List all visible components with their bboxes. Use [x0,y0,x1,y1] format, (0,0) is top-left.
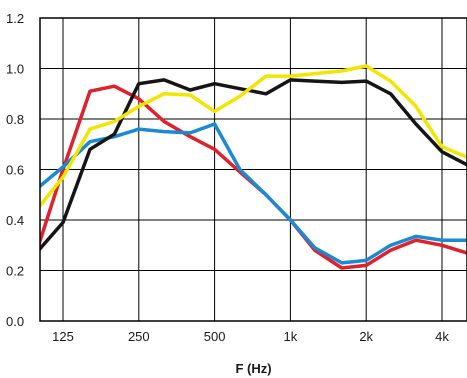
y-tick-label: 0.4 [6,213,24,228]
series-line-4 [40,64,467,209]
y-tick-label: 1.2 [6,11,24,26]
x-tick-labels: 125 250 500 1k 2k 4k [52,329,449,344]
x-tick-label: 1k [284,329,298,344]
grid [40,18,467,321]
y-tick-label: 0.8 [6,112,24,127]
x-tick-label: 125 [52,329,74,344]
y-tick-label: 1.0 [6,62,24,77]
y-tick-label: 0.6 [6,163,24,178]
y-tick-label: 0.0 [6,314,24,329]
x-tick-label: 250 [128,329,150,344]
series-line-3 [40,78,467,252]
x-tick-label: 4k [435,329,449,344]
y-tick-labels: 0.0 0.2 0.4 0.6 0.8 1.0 1.2 [6,11,24,329]
x-tick-label: 500 [204,329,226,344]
series-lines [40,64,467,270]
series-line-2 [40,122,467,265]
plot-frame [39,17,467,322]
x-axis-title: F (Hz) [235,361,271,376]
y-tick-label: 0.2 [6,264,24,279]
x-tick-label: 2k [359,329,373,344]
